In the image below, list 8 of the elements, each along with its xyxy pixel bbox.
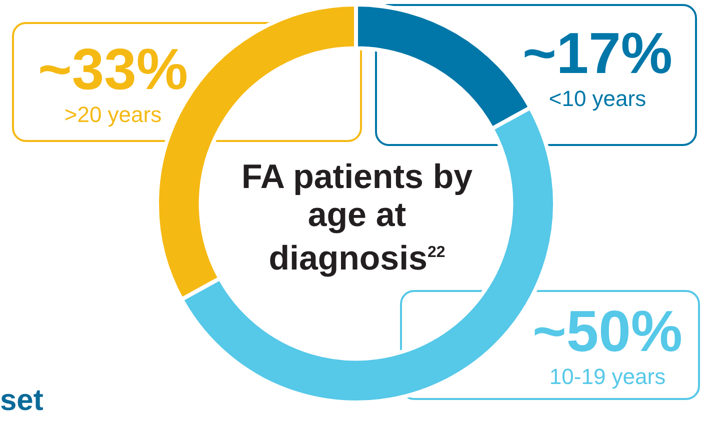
- slice-label: >20 years: [63, 102, 163, 128]
- slice-label: <10 years: [548, 86, 648, 112]
- text: set: [0, 384, 44, 418]
- data-label: ~17%: [522, 21, 674, 86]
- text: FA patients by age at diagnosis$^{22}$: [240, 158, 474, 278]
- data-label: ~50%: [532, 299, 684, 364]
- data-label: ~33%: [37, 37, 189, 102]
- slice-label: 10-19 years: [548, 364, 667, 390]
